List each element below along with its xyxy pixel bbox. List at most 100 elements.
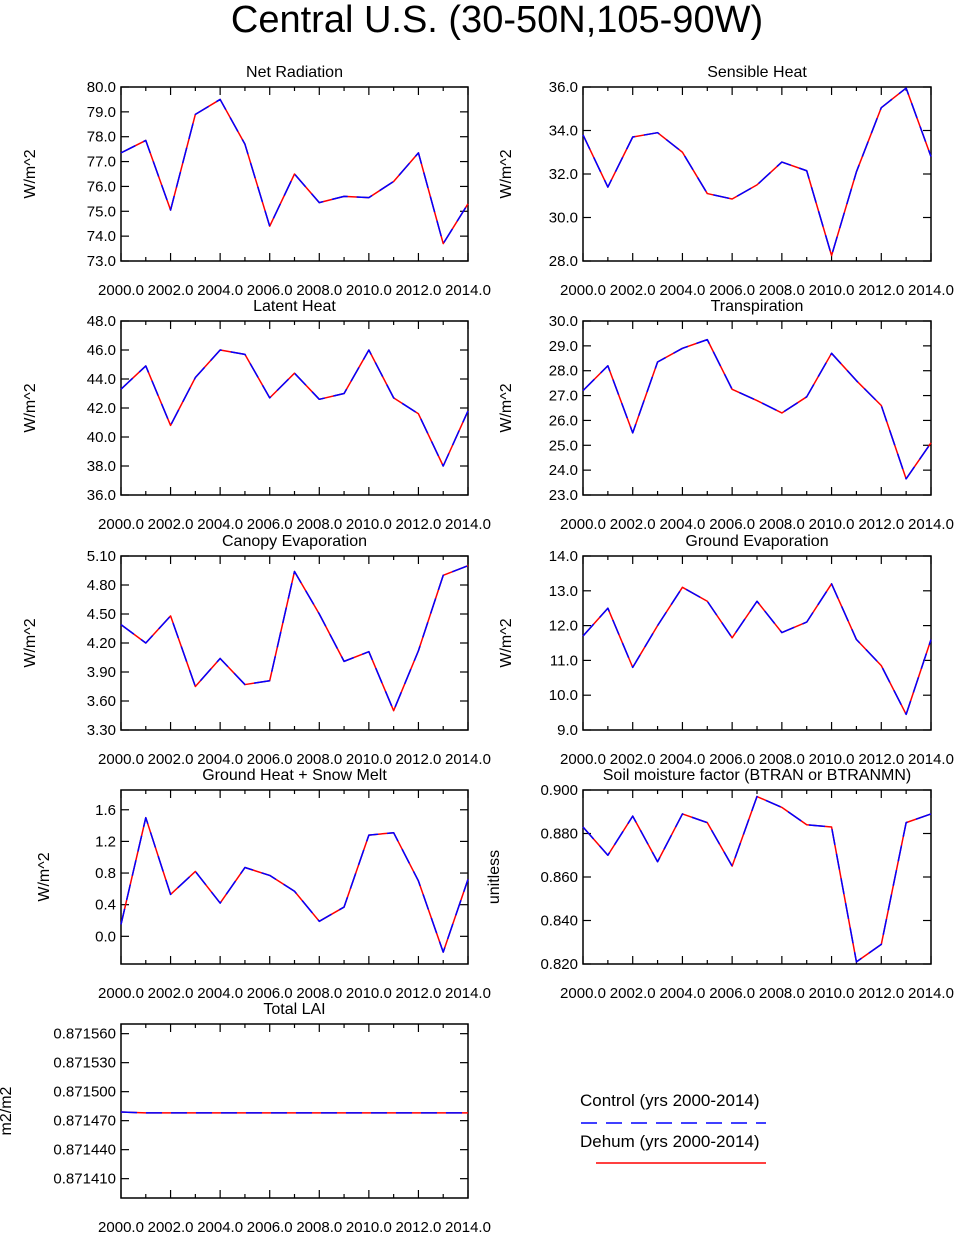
panel-title: Total LAI [263,1001,325,1018]
series-line-control [582,87,932,257]
x-tick-label: 2000.0 [98,985,144,1002]
y-axis-label: W/m^2 [22,618,39,667]
panel-title: Canopy Evaporation [222,533,367,550]
x-tick-label: 2004.0 [197,282,243,299]
x-tick-label: 2006.0 [709,985,755,1002]
x-tick-label: 2008.0 [296,516,342,533]
y-tick-label: 38.0 [87,458,116,475]
x-tick-label: 2006.0 [247,751,293,768]
panel-2: Sensible Heat W/m^2 28.0 30.0 32.0 34.0 36.0 20… [498,64,954,299]
x-tick-label: 2012.0 [395,1219,441,1233]
panel-6: Ground Evaporation W/m^2 9.0 10.0 11.0 12.0 13… [498,533,954,768]
y-tick-label: 0.880 [540,826,578,843]
panel-title: Ground Evaporation [685,533,828,550]
y-tick-label: 4.20 [87,635,116,652]
y-tick-label: 4.80 [87,577,116,594]
x-tick-label: 2010.0 [346,985,392,1002]
y-axis-label: W/m^2 [36,852,53,901]
y-tick-label: 26.0 [549,412,578,429]
y-tick-label: 74.0 [87,228,116,245]
y-tick-label: 42.0 [87,400,116,417]
x-tick-label: 2004.0 [197,516,243,533]
y-tick-label: 28.0 [549,363,578,380]
y-tick-label: 0.4 [95,897,116,914]
series-line-control [120,564,469,712]
y-tick-label: 73.0 [87,253,116,270]
series-line-control [120,1111,468,1114]
y-tick-label: 0.871500 [53,1084,116,1101]
y-axis-label: unitless [486,850,503,904]
y-tick-label: 78.0 [87,129,116,146]
x-tick-label: 2010.0 [809,985,855,1002]
series-line-dehum [582,338,932,480]
x-tick-label: 2010.0 [346,516,392,533]
x-tick-label: 2006.0 [247,282,293,299]
y-tick-label: 11.0 [550,652,578,669]
plot-frame [582,789,932,965]
series-line-control [120,816,469,953]
x-tick-label: 2014.0 [908,282,954,299]
x-tick-label: 2002.0 [148,985,194,1002]
y-tick-label: 79.0 [87,104,116,121]
x-tick-label: 2008.0 [759,751,805,768]
panel-4: Transpiration W/m^2 23.0 24.0 25.0 26.0 27.0 28… [498,298,954,533]
panel-title: Soil moisture factor (BTRAN or BTRANMN) [603,767,912,784]
y-axis-label: W/m^2 [498,383,515,432]
plot-frame [582,555,932,731]
y-axis-label: m2/m2 [0,1086,15,1135]
x-tick-label: 2002.0 [610,516,656,533]
plot-frame [120,1023,469,1199]
x-tick-label: 2006.0 [709,516,755,533]
y-tick-label: 12.0 [549,618,578,635]
y-axis-label: W/m^2 [22,149,39,198]
x-tick-label: 2010.0 [346,282,392,299]
panel-title: Net Radiation [246,64,343,81]
x-tick-label: 2012.0 [395,985,441,1002]
x-tick-label: 2008.0 [759,516,805,533]
y-axis-label: W/m^2 [22,383,39,432]
x-tick-label: 2002.0 [610,985,656,1002]
y-tick-label: 44.0 [87,371,116,388]
x-tick-label: 2008.0 [296,1219,342,1233]
y-tick-label: 24.0 [549,462,578,479]
series-line-dehum [120,564,469,712]
x-tick-label: 2000.0 [98,751,144,768]
x-tick-label: 2000.0 [560,282,606,299]
y-tick-label: 0.871560 [53,1026,116,1043]
y-tick-label: 9.0 [557,722,578,739]
y-tick-label: 28.0 [549,253,578,270]
y-tick-label: 3.30 [87,722,116,739]
y-tick-label: 0.871530 [53,1055,116,1072]
x-tick-label: 2014.0 [445,282,491,299]
y-tick-label: 36.0 [87,487,116,504]
plot-frame [582,320,932,496]
x-tick-label: 2012.0 [858,751,904,768]
plot-frame [120,555,469,731]
y-tick-label: 34.0 [549,123,578,140]
y-tick-label: 32.0 [549,166,578,183]
x-tick-label: 2010.0 [809,282,855,299]
y-axis-label: W/m^2 [498,618,515,667]
panel-7: Ground Heat + Snow Melt W/m^2 0.0 0.4 0.8 1.2… [36,767,491,1002]
y-tick-label: 3.60 [87,693,116,710]
y-tick-label: 30.0 [549,313,578,330]
y-tick-label: 23.0 [549,487,578,504]
x-tick-label: 2014.0 [908,751,954,768]
x-tick-label: 2000.0 [98,1219,144,1233]
x-tick-label: 2008.0 [296,282,342,299]
x-tick-label: 2008.0 [296,985,342,1002]
x-tick-label: 2002.0 [148,282,194,299]
x-tick-label: 2012.0 [858,516,904,533]
y-tick-label: 0.900 [540,782,578,799]
panel-title: Sensible Heat [707,64,807,81]
series-line-dehum [120,816,469,953]
series-line-control [120,349,469,467]
x-tick-label: 2000.0 [560,751,606,768]
y-tick-label: 0.8 [95,865,116,882]
y-tick-label: 77.0 [87,154,116,171]
series-line-dehum [582,87,932,257]
x-tick-label: 2006.0 [247,1219,293,1233]
x-tick-label: 2010.0 [809,516,855,533]
x-tick-label: 2002.0 [610,282,656,299]
series-line-control [120,98,469,245]
